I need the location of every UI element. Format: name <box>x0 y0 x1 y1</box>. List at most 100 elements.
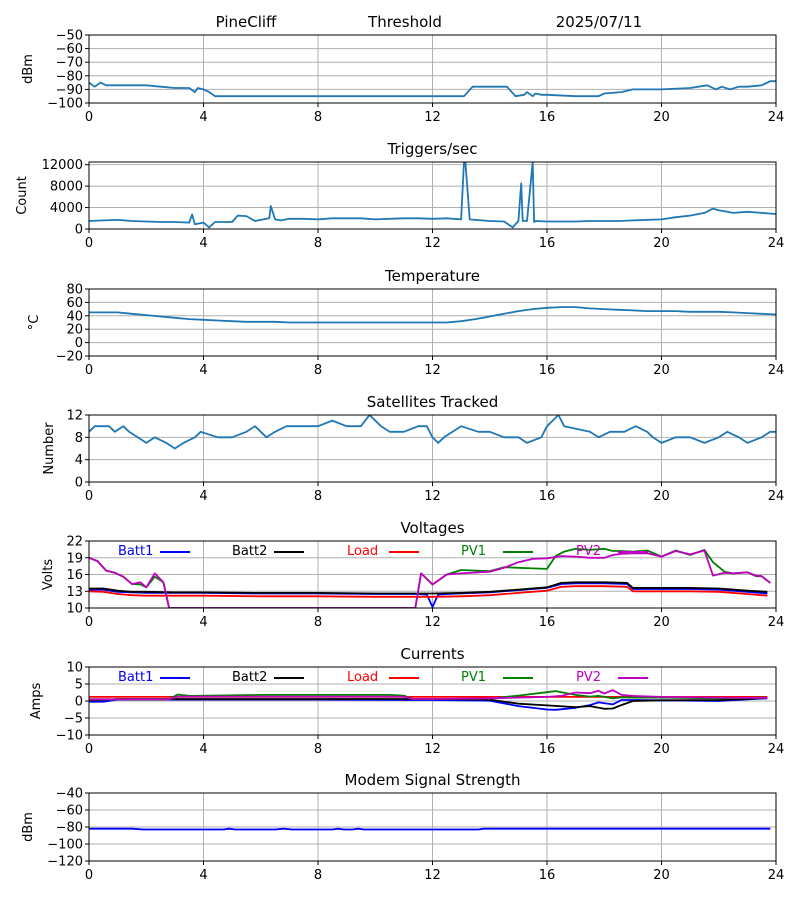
series-line-triggers <box>89 162 776 229</box>
x-tick-label: 8 <box>314 868 322 883</box>
x-tick-label: 12 <box>424 110 441 125</box>
x-tick-label: 20 <box>653 489 670 504</box>
y-tick-label: 8 <box>75 431 83 446</box>
x-tick-label: 20 <box>653 110 670 125</box>
header-mode: Threshold <box>367 13 442 31</box>
y-tick-label: −10 <box>56 729 83 744</box>
chart-panel-2: 0 4 8 12 16 20 24 12000 8000 4000 0 Count Triggers/s… <box>15 140 784 251</box>
x-tick-label: 8 <box>314 110 322 125</box>
series-line-load <box>89 585 768 598</box>
y-axis-label: dBm <box>21 812 36 842</box>
x-tick-label: 0 <box>85 615 93 630</box>
x-tick-label: 16 <box>539 110 556 125</box>
x-tick-label: 16 <box>539 236 556 251</box>
x-tick-label: 8 <box>314 489 322 504</box>
x-tick-label: 16 <box>539 489 556 504</box>
x-tick-label: 0 <box>85 110 93 125</box>
series-line-modem <box>89 827 771 831</box>
x-tick-label: 16 <box>539 868 556 883</box>
y-tick-label: −120 <box>47 855 83 870</box>
series-line-pv2 <box>89 689 768 701</box>
chart-title: Temperature <box>384 267 480 285</box>
x-tick-label: 20 <box>653 742 670 757</box>
legend-label-load: Load <box>347 670 378 685</box>
x-tick-label: 4 <box>199 868 207 883</box>
x-tick-label: 8 <box>314 363 322 378</box>
y-axis-label: Volts <box>41 559 56 591</box>
y-tick-label: 12 <box>66 409 83 424</box>
x-tick-label: 8 <box>314 236 322 251</box>
x-tick-label: 16 <box>539 615 556 630</box>
y-tick-label: −70 <box>56 56 83 71</box>
x-tick-label: 0 <box>85 742 93 757</box>
x-tick-label: 0 <box>85 868 93 883</box>
y-axis-label: °C <box>27 315 42 331</box>
x-tick-label: 0 <box>85 489 93 504</box>
series-line-signal <box>89 80 776 98</box>
x-tick-label: 4 <box>199 363 207 378</box>
x-tick-label: 24 <box>768 489 785 504</box>
header-date: 2025/07/11 <box>556 13 642 31</box>
x-tick-label: 0 <box>85 363 93 378</box>
x-tick-label: 4 <box>199 489 207 504</box>
x-tick-label: 12 <box>424 868 441 883</box>
chart-title: Triggers/sec <box>387 140 478 158</box>
y-tick-label: 0 <box>75 336 83 351</box>
x-tick-label: 16 <box>539 363 556 378</box>
y-tick-label: −5 <box>64 712 83 727</box>
chart-title: Satellites Tracked <box>367 393 498 411</box>
y-tick-label: −50 <box>56 29 83 44</box>
y-axis-label: Amps <box>29 682 44 719</box>
y-tick-label: −100 <box>47 838 83 853</box>
y-axis-label: Number <box>42 422 57 475</box>
legend-label-batt1: Batt1 <box>118 544 153 559</box>
x-tick-label: 12 <box>424 615 441 630</box>
y-tick-label: 40 <box>66 309 83 324</box>
y-tick-label: 4 <box>75 453 83 468</box>
y-tick-label: 10 <box>66 661 83 676</box>
x-tick-label: 20 <box>653 236 670 251</box>
x-tick-label: 24 <box>768 615 785 630</box>
x-tick-label: 24 <box>768 110 785 125</box>
y-tick-label: −60 <box>56 42 83 57</box>
y-tick-label: 19 <box>66 551 83 566</box>
chart-title: Voltages <box>400 519 464 537</box>
y-tick-label: 16 <box>66 568 83 583</box>
x-tick-label: 12 <box>424 236 441 251</box>
legend-label-batt2: Batt2 <box>232 670 267 685</box>
y-tick-label: −40 <box>56 787 83 802</box>
y-tick-label: 5 <box>75 678 83 693</box>
legend-label-pv2: PV2 <box>576 544 601 559</box>
x-tick-label: 24 <box>768 742 785 757</box>
legend-label-batt1: Batt1 <box>118 670 153 685</box>
x-tick-label: 8 <box>314 742 322 757</box>
y-tick-label: 60 <box>66 296 83 311</box>
x-tick-label: 4 <box>199 236 207 251</box>
y-tick-label: −20 <box>56 350 83 365</box>
series-line-temperature <box>89 306 776 324</box>
y-tick-label: 22 <box>66 535 83 550</box>
y-tick-label: 12000 <box>42 158 83 173</box>
y-tick-label: −90 <box>56 83 83 98</box>
y-axis-label: dBm <box>21 54 36 84</box>
y-tick-label: −80 <box>56 821 83 836</box>
y-tick-label: 0 <box>75 223 83 238</box>
legend-label-pv1: PV1 <box>461 544 486 559</box>
x-tick-label: 20 <box>653 615 670 630</box>
x-tick-label: 4 <box>199 742 207 757</box>
y-tick-label: 8000 <box>50 180 83 195</box>
legend-label-pv1: PV1 <box>461 670 486 685</box>
x-tick-label: 24 <box>768 363 785 378</box>
chart-panel-7: 0 4 8 12 16 20 24 −40 −60 −80 −100 −120 dBm Modem Sig… <box>21 771 784 883</box>
y-tick-label: −60 <box>56 804 83 819</box>
legend-label-pv2: PV2 <box>576 670 601 685</box>
y-tick-label: 80 <box>66 283 83 298</box>
y-tick-label: 10 <box>66 602 83 617</box>
series-line-satellites <box>89 415 776 450</box>
y-tick-label: 0 <box>75 476 83 491</box>
y-tick-label: −80 <box>56 69 83 84</box>
x-tick-label: 0 <box>85 236 93 251</box>
chart-title: Modem Signal Strength <box>345 771 521 789</box>
chart-panel-4: 0 4 8 12 16 20 24 12 8 4 0 Number Satellites Tracked <box>42 393 784 504</box>
